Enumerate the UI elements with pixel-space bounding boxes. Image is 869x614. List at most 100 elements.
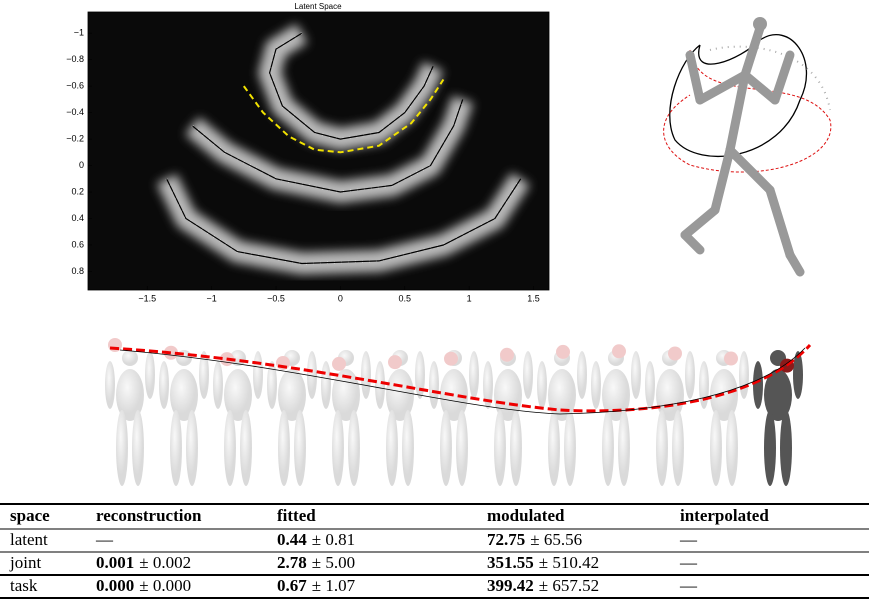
table-cell: 0.001 ± 0.002 <box>96 553 191 572</box>
table-cell: 399.42 ± 657.52 <box>487 576 599 595</box>
torso <box>332 369 360 421</box>
leg <box>656 410 668 486</box>
head <box>122 350 138 366</box>
mannequin <box>699 350 749 486</box>
mannequin <box>105 338 155 486</box>
leg <box>170 410 182 486</box>
table-header: modulated <box>487 506 565 525</box>
leg <box>564 410 576 486</box>
arm <box>469 351 479 399</box>
torso <box>656 369 684 421</box>
arm <box>159 361 169 409</box>
leg <box>726 410 738 486</box>
mannequin <box>159 345 209 486</box>
cell-mean: 0.001 <box>96 553 134 572</box>
leg <box>240 410 252 486</box>
arm <box>307 351 317 399</box>
leg <box>386 410 398 486</box>
table-cell: 72.75 ± 65.56 <box>487 530 582 549</box>
mannequin <box>375 350 425 486</box>
arm <box>577 351 587 399</box>
arm <box>793 351 803 399</box>
torso <box>278 369 306 421</box>
x-tick-label: 1.5 <box>527 293 540 303</box>
leg <box>548 410 560 486</box>
x-tick-label: −1 <box>206 293 216 303</box>
arm <box>645 361 655 409</box>
mannequin <box>429 350 479 486</box>
table-header: space <box>10 506 50 525</box>
arm <box>537 361 547 409</box>
arm <box>591 361 601 409</box>
leg <box>780 410 792 486</box>
leg <box>294 410 306 486</box>
latent-curve <box>191 99 464 193</box>
arm <box>483 361 493 409</box>
arm <box>105 361 115 409</box>
y-tick-label: 0.6 <box>71 239 84 249</box>
arm <box>753 361 763 409</box>
arm <box>685 351 695 399</box>
leg <box>764 410 776 486</box>
arm <box>523 351 533 399</box>
hand <box>612 344 626 359</box>
y-tick-label: 0 <box>79 160 84 170</box>
cell-mean: 399.42 <box>487 576 534 595</box>
mannequin <box>321 350 371 486</box>
table-cell: task <box>10 576 38 595</box>
table-cell: joint <box>9 553 41 572</box>
y-tick-label: −0.2 <box>66 133 84 143</box>
cell-std: ± 0.002 <box>139 553 191 572</box>
leg <box>456 410 468 486</box>
hand <box>388 355 402 370</box>
cell-std: ± 0.81 <box>312 530 355 549</box>
y-tick-label: 0.4 <box>71 213 84 223</box>
table-cell: 351.55 ± 510.42 <box>487 553 599 572</box>
table-header: fitted <box>277 506 316 525</box>
table-cell: 0.67 ± 1.07 <box>277 576 356 595</box>
x-tick-label: 0.5 <box>399 293 412 303</box>
torso <box>386 369 414 421</box>
arm <box>631 351 641 399</box>
latent-curve <box>166 178 522 265</box>
cell-std: ± 65.56 <box>530 530 582 549</box>
table-cell: 0.44 ± 0.81 <box>277 530 355 549</box>
cell-std: ± 0.000 <box>139 576 191 595</box>
arm <box>321 361 331 409</box>
hand <box>500 347 514 362</box>
latent-curve <box>268 32 434 140</box>
torso <box>602 369 630 421</box>
motion-strip <box>105 338 803 486</box>
plot-frame <box>87 11 550 291</box>
leg <box>710 410 722 486</box>
arm <box>699 361 709 409</box>
cell-std: ± 510.42 <box>539 553 599 572</box>
torso <box>116 369 144 421</box>
table-cell: — <box>95 530 114 549</box>
hand <box>668 346 682 361</box>
torso <box>764 369 792 421</box>
cell-std: ± 657.52 <box>539 576 599 595</box>
arm <box>375 361 385 409</box>
latent-curve <box>242 78 445 154</box>
arm <box>267 361 277 409</box>
x-tick-label: −0.5 <box>267 293 285 303</box>
mannequin <box>645 346 695 486</box>
torso <box>548 369 576 421</box>
leg <box>618 410 630 486</box>
arm <box>361 351 371 399</box>
hand <box>108 338 122 352</box>
table-cell: 0.000 ± 0.000 <box>96 576 191 595</box>
cell-std: ± 1.07 <box>312 576 356 595</box>
leg <box>440 410 452 486</box>
table-cell: — <box>679 553 698 572</box>
results-table: space reconstruction fitted modulated interp… <box>9 506 769 595</box>
arm <box>429 361 439 409</box>
hand <box>556 344 570 359</box>
y-tick-label: 0.2 <box>71 186 84 196</box>
skeleton-figure <box>663 17 832 277</box>
table-header: reconstruction <box>96 506 202 525</box>
cell-std: ± 5.00 <box>312 553 355 572</box>
leg <box>494 410 506 486</box>
